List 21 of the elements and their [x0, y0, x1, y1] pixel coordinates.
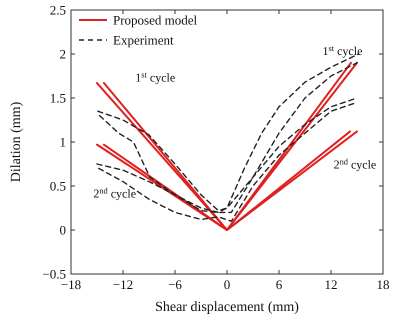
x-tick-label: −6: [168, 277, 182, 292]
x-tick-label: 12: [324, 277, 338, 292]
y-tick-label: 1: [60, 134, 66, 150]
x-tick-label: 6: [276, 277, 283, 292]
annotation: 1$^{st}$ cycle: [135, 70, 176, 84]
x-tick-label: −12: [112, 277, 134, 292]
y-tick-label: −0.5: [42, 266, 66, 282]
y-tick-label: 0: [60, 222, 66, 238]
y-tick-label: 1.5: [50, 90, 66, 106]
y-tick-label: 2: [60, 46, 66, 62]
annotation: 2$^{nd}$ cycle: [93, 186, 136, 200]
legend-label: Proposed model: [113, 12, 198, 28]
x-tick-label: 0: [224, 277, 230, 292]
annotation: 1$^{st}$ cycle: [322, 43, 362, 58]
y-tick-label: 0.5: [50, 178, 66, 194]
legend-label: Experiment: [113, 32, 174, 48]
y-axis-title: Dilation (mm): [9, 101, 24, 182]
x-tick-label: 18: [376, 277, 390, 292]
y-tick-label: 2.5: [50, 2, 66, 18]
x-axis-title: Shear displacement (mm): [155, 300, 300, 315]
annotation: 2$^{nd}$ cycle: [334, 156, 376, 172]
